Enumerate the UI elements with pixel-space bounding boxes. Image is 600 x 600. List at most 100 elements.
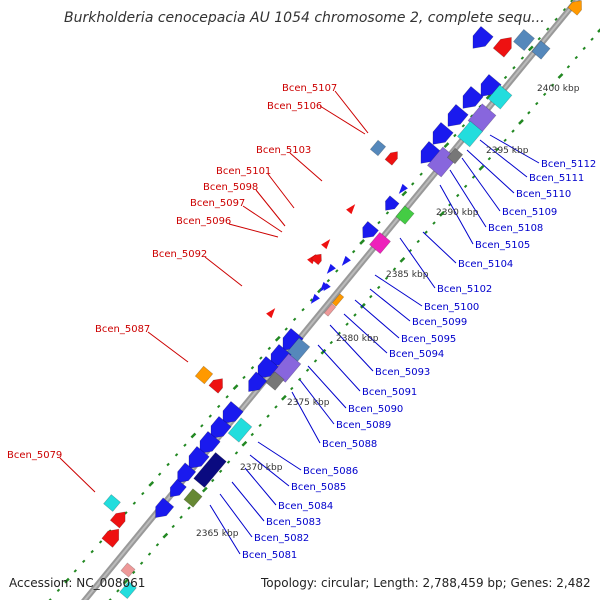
tick-dot	[274, 405, 278, 409]
tick-dot	[511, 129, 515, 133]
tick-dot	[258, 423, 262, 428]
reverse-gene-label[interactable]: Bcen_5109	[502, 207, 557, 218]
tick-dot	[218, 469, 223, 473]
reverse-gene-label[interactable]: Bcen_5111	[529, 173, 584, 184]
gene-arrow	[385, 195, 400, 211]
tick-dot	[443, 142, 450, 149]
gene-arrow	[155, 497, 175, 519]
reverse-gene-label[interactable]: Bcen_5104	[458, 259, 513, 270]
reverse-gene-label[interactable]: Bcen_5088	[322, 439, 377, 450]
reverse-gene-label[interactable]: Bcen_5085	[291, 482, 346, 493]
tick-dot	[266, 414, 270, 418]
tick-dot	[171, 524, 175, 529]
reverse-gene-label[interactable]: Bcen_5110	[516, 189, 571, 200]
tick-dot	[527, 111, 531, 115]
leader-line	[291, 391, 321, 444]
tick-dot	[132, 501, 137, 505]
leader-line	[228, 223, 279, 238]
forward-gene-label[interactable]: Bcen_5106	[267, 101, 322, 112]
forward-gene-label[interactable]: Bcen_5079	[7, 450, 62, 461]
reverse-gene-label[interactable]: Bcen_5094	[389, 349, 444, 360]
tick-dot	[411, 182, 415, 186]
tick-dot	[157, 472, 162, 476]
kbp-label: 2380 kbp	[336, 334, 379, 344]
tick-dot	[557, 73, 564, 79]
tick-dot	[183, 443, 187, 447]
gene-arrow	[222, 401, 244, 424]
forward-gene-label[interactable]: Bcen_5103	[256, 145, 311, 156]
reverse-gene-label[interactable]: Bcen_5084	[278, 501, 333, 512]
tick-dot	[63, 577, 70, 584]
tick-dot	[392, 267, 397, 271]
tick-dot	[495, 147, 499, 152]
gene-arrow	[208, 378, 223, 394]
small-gene-marker	[398, 183, 408, 194]
gene-box	[531, 40, 551, 60]
leader-line	[242, 205, 283, 233]
tick-dot	[284, 327, 288, 331]
gene-arrow	[257, 356, 279, 379]
tick-dot	[292, 317, 297, 322]
gene-arrow	[310, 253, 322, 266]
tick-dot	[200, 424, 204, 428]
reverse-gene-label[interactable]: Bcen_5108	[488, 223, 543, 234]
reverse-gene-label[interactable]: Bcen_5100	[424, 302, 479, 313]
forward-gene-label[interactable]: Bcen_5107	[282, 83, 337, 94]
gene-arrow	[199, 431, 221, 454]
tick-dot	[259, 356, 263, 360]
reverse-gene-label[interactable]: Bcen_5081	[242, 550, 297, 561]
tick-dot	[512, 66, 516, 70]
reverse-gene-label[interactable]: Bcen_5099	[412, 317, 467, 328]
reverse-gene-label[interactable]: Bcen_5089	[336, 420, 391, 431]
gene-arrow	[362, 220, 379, 239]
tick-dot	[566, 65, 571, 69]
tick-dot	[471, 175, 476, 179]
kbp-labels: 2400 kbp 2395 kbp 2390 kbp 2385 kbp 2380 kbp…	[196, 84, 580, 539]
small-gene-marker	[326, 263, 336, 274]
gene-box	[369, 231, 391, 255]
reverse-gene-label[interactable]: Bcen_5082	[254, 533, 309, 544]
tick-dot	[155, 543, 160, 547]
tick-dot	[98, 540, 103, 544]
kbp-label: 2395 kbp	[486, 146, 529, 156]
tick-dot	[166, 462, 170, 467]
tick-dot	[297, 377, 302, 382]
forward-gene-label[interactable]: Bcen_5097	[190, 198, 245, 209]
label-leaders	[59, 90, 540, 555]
reverse-gene-label[interactable]: Bcen_5105	[475, 240, 530, 251]
tick-dot	[147, 552, 152, 556]
reverse-gene-label[interactable]: Bcen_5093	[375, 367, 430, 378]
tick-dot	[217, 404, 221, 409]
forward-gene-label[interactable]: Bcen_5096	[176, 216, 231, 227]
tick-dot	[535, 101, 539, 106]
tick-dot	[542, 92, 547, 97]
tick-dot	[461, 124, 466, 128]
reverse-gene-label[interactable]: Bcen_5091	[362, 387, 417, 398]
reverse-gene-label[interactable]: Bcen_5090	[348, 404, 403, 415]
gene-box	[120, 562, 136, 578]
tick-dot	[234, 451, 239, 455]
forward-gene-label[interactable]: Bcen_5087	[95, 324, 150, 335]
tick-dot	[48, 598, 52, 600]
tick-dot	[485, 93, 492, 100]
tick-dot	[211, 478, 215, 483]
forward-gene-label[interactable]: Bcen_5101	[216, 166, 271, 177]
leader-line	[466, 149, 515, 194]
reverse-gene-label[interactable]: Bcen_5086	[303, 466, 358, 477]
reverse-gene-label[interactable]: Bcen_5112	[541, 159, 596, 170]
leader-line	[219, 493, 253, 538]
reverse-gene-label[interactable]: Bcen_5095	[401, 334, 456, 345]
tick-dot	[518, 119, 524, 125]
tick-dot	[478, 165, 485, 171]
leader-line	[439, 184, 474, 245]
leader-line	[422, 231, 457, 264]
reverse-gene-label[interactable]: Bcen_5083	[266, 517, 321, 528]
tick-dot	[439, 210, 445, 217]
leader-line	[489, 134, 540, 164]
forward-gene-label[interactable]: Bcen_5092	[152, 249, 207, 260]
forward-gene-label[interactable]: Bcen_5098	[203, 182, 258, 193]
tick-dot	[574, 55, 578, 60]
gene-arrow	[384, 151, 398, 166]
tick-dot	[384, 276, 389, 280]
reverse-gene-label[interactable]: Bcen_5102	[437, 284, 492, 295]
